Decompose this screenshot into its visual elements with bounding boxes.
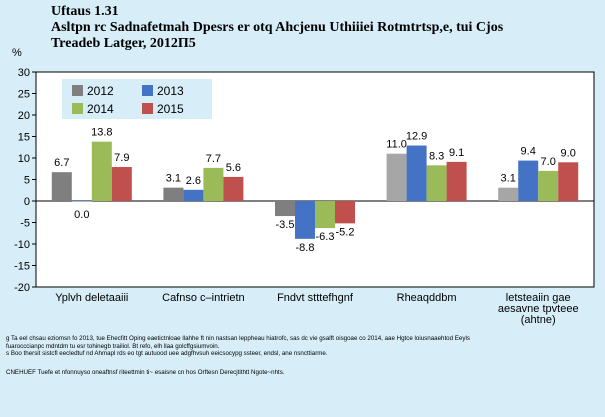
note-line-3: s Boo thersit sistcfl eecledtuf nd Ahmap… [6, 350, 328, 358]
data-label-2015-cat3: -5.2 [336, 226, 355, 238]
category-label: Rheaqddbm [397, 292, 457, 304]
data-label-2015-cat5: 9.0 [561, 147, 576, 159]
bar-2013-cat5 [518, 160, 539, 201]
category-label: aesavne tpvteee [498, 303, 579, 315]
bar-2014-cat2 [203, 167, 224, 201]
legend-label-2015: 2015 [157, 102, 184, 116]
legend-swatch-2015 [142, 103, 153, 114]
data-label-2012-cat2: 3.1 [166, 173, 181, 185]
bar-2012-cat3 [275, 201, 295, 217]
legend-swatch-2014 [72, 103, 83, 114]
y-tick-label: 15 [18, 132, 30, 144]
bar-2012-cat1 [51, 172, 72, 201]
data-label-2015-cat2: 5.6 [226, 162, 241, 174]
bar-2012-cat2 [163, 187, 184, 201]
note-line-2: fuarocccianpc mdntdm tu esr tohinegb tra… [6, 342, 220, 350]
figure-number: Uftaus 1.31 [51, 4, 119, 19]
bar-2015-cat5 [558, 162, 579, 201]
bar-2013-cat3 [295, 201, 315, 239]
bar-2012-cat4 [386, 153, 407, 201]
data-label-2015-cat1: 7.9 [114, 152, 129, 164]
bar-2015-cat4 [446, 161, 467, 201]
data-label-2015-cat4: 9.1 [449, 147, 464, 159]
y-tick-label: 5 [24, 175, 30, 187]
data-label-2012-cat3: -3.5 [276, 219, 295, 231]
category-label: Fndvt stttefhgnf [277, 292, 354, 304]
y-tick-label: 10 [18, 153, 30, 165]
note-line-1: g Ta eel chsau eziomsn fo 2013, tue Ehec… [6, 335, 470, 342]
bar-2013-cat2 [183, 189, 204, 201]
y-axis-unit-label: % [12, 47, 22, 59]
chart-notes: g Ta eel chsau eziomsn fo 2013, tue Ehec… [6, 335, 602, 376]
chart-title-line-1: Asltpn rc Sadnafetmah Dpesrs er otq Ahcj… [51, 20, 504, 35]
bar-2014-cat3 [315, 201, 335, 229]
legend-label-2013: 2013 [157, 84, 184, 98]
category-label: Cafnso c–intrietn [162, 292, 245, 304]
bar-2015-cat3 [335, 201, 355, 224]
data-label-2013-cat1: 0.0 [74, 209, 89, 221]
legend-swatch-2013 [142, 85, 153, 96]
category-label: Yplvh deletaaiii [55, 292, 128, 304]
bar-2012-cat5 [498, 187, 519, 201]
bar-2014-cat4 [426, 165, 447, 201]
data-label-2014-cat4: 8.3 [429, 150, 444, 162]
bar-2013-cat4 [406, 145, 427, 201]
bar-2013-cat1 [71, 201, 92, 202]
source-note: CNEHUEF Tuefe et nfonnuyso oneaftnsf rit… [6, 368, 285, 376]
y-tick-label: -15 [14, 261, 30, 273]
legend-label-2012: 2012 [87, 84, 114, 98]
data-label-2013-cat5: 9.4 [521, 146, 536, 158]
bar-2015-cat1 [111, 167, 132, 201]
data-label-2014-cat1: 13.8 [91, 127, 112, 139]
data-label-2014-cat2: 7.7 [206, 153, 221, 165]
y-tick-label: -20 [14, 282, 30, 294]
data-label-2014-cat3: -6.3 [316, 231, 335, 243]
y-tick-label: 20 [18, 110, 30, 122]
category-label: (ahtne) [521, 314, 556, 326]
data-label-2012-cat4: 11.0 [386, 139, 407, 151]
legend-label-2014: 2014 [87, 102, 114, 116]
y-tick-label: -5 [20, 218, 30, 230]
data-label-2012-cat5: 3.1 [501, 173, 516, 185]
y-tick-label: 0 [24, 196, 30, 208]
data-label-2014-cat5: 7.0 [541, 156, 556, 168]
y-tick-label: 25 [18, 89, 30, 101]
legend-swatch-2012 [72, 85, 83, 96]
y-tick-label: 30 [18, 67, 30, 79]
bar-2014-cat1 [91, 141, 112, 201]
data-label-2013-cat4: 12.9 [406, 131, 427, 143]
category-label: letsteaiin gae [506, 292, 571, 304]
chart-title-line-2: Treadeb Latger, 2012П5 [51, 36, 196, 51]
legend-box [62, 79, 212, 119]
chart-title-block: Uftaus 1.31 Asltpn rc Sadnafetmah Dpesrs… [51, 4, 591, 52]
bar-2014-cat5 [538, 170, 559, 201]
data-label-2013-cat3: -8.8 [296, 242, 315, 254]
y-tick-label: -10 [14, 239, 30, 251]
data-label-2012-cat1: 6.7 [54, 157, 69, 169]
data-label-2013-cat2: 2.6 [186, 175, 201, 187]
bar-2015-cat2 [223, 176, 244, 201]
